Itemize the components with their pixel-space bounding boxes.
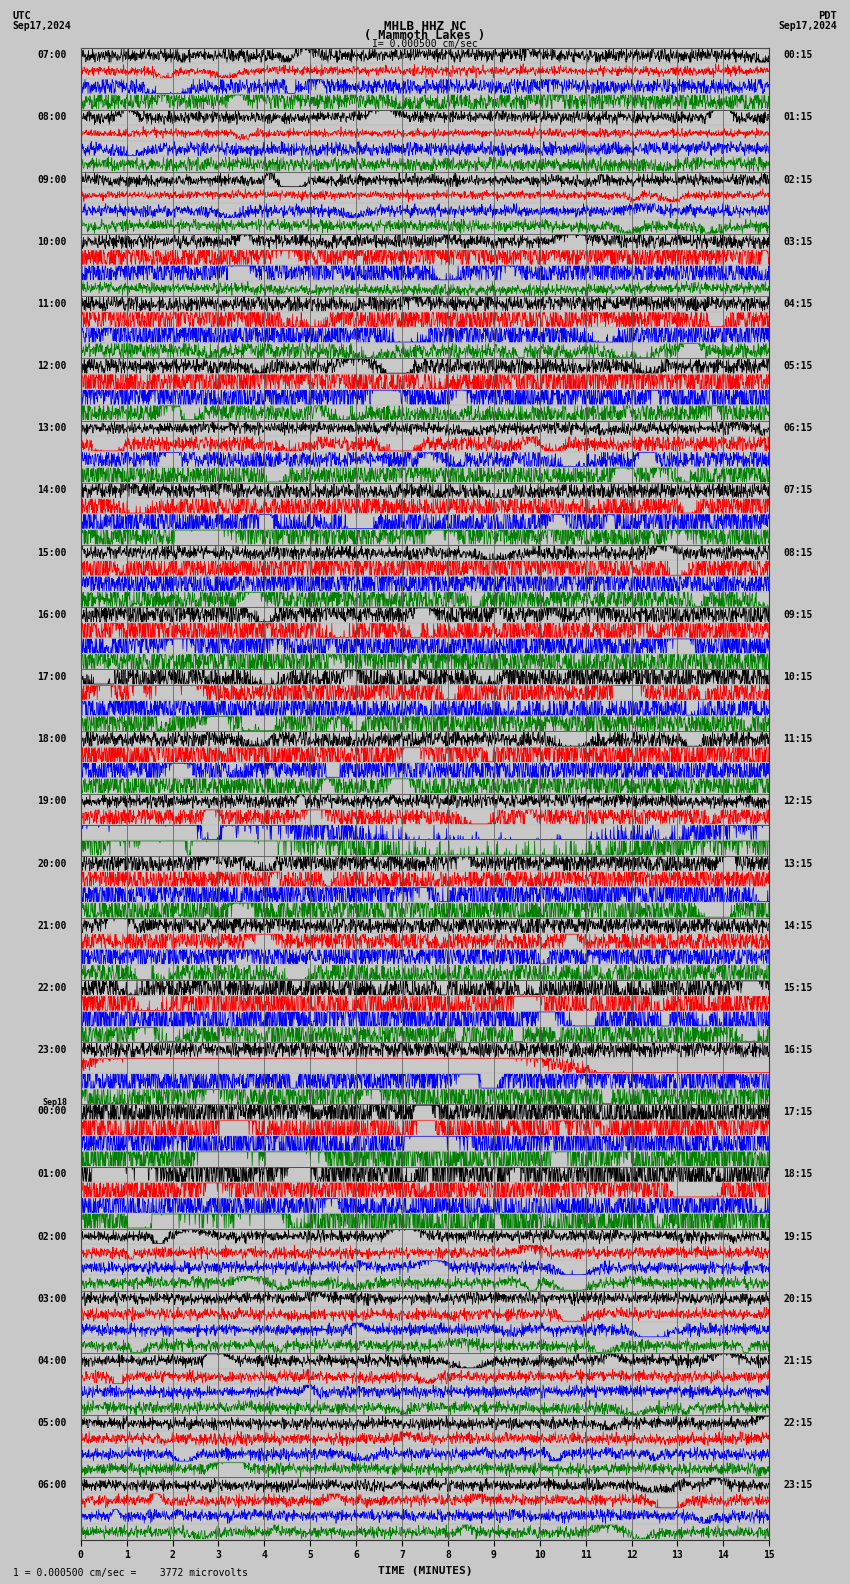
Text: 02:15: 02:15 — [783, 174, 813, 185]
Text: 13:00: 13:00 — [37, 423, 67, 434]
Text: 23:15: 23:15 — [783, 1479, 813, 1491]
Text: 00:15: 00:15 — [783, 51, 813, 60]
Text: 22:00: 22:00 — [37, 982, 67, 993]
Text: 01:15: 01:15 — [783, 112, 813, 122]
Text: 14:00: 14:00 — [37, 485, 67, 496]
Text: 21:15: 21:15 — [783, 1356, 813, 1365]
Text: 02:00: 02:00 — [37, 1231, 67, 1242]
Text: 11:15: 11:15 — [783, 733, 813, 744]
Text: 22:15: 22:15 — [783, 1418, 813, 1429]
Text: 16:00: 16:00 — [37, 610, 67, 619]
Text: 20:15: 20:15 — [783, 1294, 813, 1304]
Text: 15:00: 15:00 — [37, 548, 67, 558]
Text: 20:00: 20:00 — [37, 859, 67, 868]
Text: 07:15: 07:15 — [783, 485, 813, 496]
Text: 18:00: 18:00 — [37, 733, 67, 744]
Text: 03:15: 03:15 — [783, 236, 813, 247]
Text: 09:00: 09:00 — [37, 174, 67, 185]
Text: 06:00: 06:00 — [37, 1479, 67, 1491]
Text: 17:15: 17:15 — [783, 1107, 813, 1117]
Text: 04:15: 04:15 — [783, 299, 813, 309]
Text: Sep18: Sep18 — [42, 1098, 67, 1107]
Text: 19:00: 19:00 — [37, 797, 67, 806]
Text: 18:15: 18:15 — [783, 1169, 813, 1180]
Text: UTC: UTC — [13, 11, 31, 21]
Text: 17:00: 17:00 — [37, 672, 67, 683]
Text: 13:15: 13:15 — [783, 859, 813, 868]
Text: PDT: PDT — [819, 11, 837, 21]
Text: 07:00: 07:00 — [37, 51, 67, 60]
Text: 12:00: 12:00 — [37, 361, 67, 371]
Text: Sep17,2024: Sep17,2024 — [779, 21, 837, 30]
Text: 03:00: 03:00 — [37, 1294, 67, 1304]
Text: Sep17,2024: Sep17,2024 — [13, 21, 71, 30]
Text: 06:15: 06:15 — [783, 423, 813, 434]
X-axis label: TIME (MINUTES): TIME (MINUTES) — [377, 1565, 473, 1576]
Text: 05:00: 05:00 — [37, 1418, 67, 1429]
Text: 14:15: 14:15 — [783, 920, 813, 931]
Text: 04:00: 04:00 — [37, 1356, 67, 1365]
Text: 08:15: 08:15 — [783, 548, 813, 558]
Text: I= 0.000500 cm/sec: I= 0.000500 cm/sec — [372, 38, 478, 49]
Text: MHLB HHZ NC: MHLB HHZ NC — [383, 19, 467, 33]
Text: 1 = 0.000500 cm/sec =    3772 microvolts: 1 = 0.000500 cm/sec = 3772 microvolts — [13, 1568, 247, 1578]
Text: 19:15: 19:15 — [783, 1231, 813, 1242]
Text: 00:00: 00:00 — [37, 1106, 67, 1115]
Text: 05:15: 05:15 — [783, 361, 813, 371]
Text: 11:00: 11:00 — [37, 299, 67, 309]
Text: 10:15: 10:15 — [783, 672, 813, 683]
Text: 15:15: 15:15 — [783, 982, 813, 993]
Text: 21:00: 21:00 — [37, 920, 67, 931]
Text: ( Mammoth Lakes ): ( Mammoth Lakes ) — [365, 29, 485, 43]
Text: 23:00: 23:00 — [37, 1045, 67, 1055]
Text: 09:15: 09:15 — [783, 610, 813, 619]
Text: 08:00: 08:00 — [37, 112, 67, 122]
Text: 16:15: 16:15 — [783, 1045, 813, 1055]
Text: 10:00: 10:00 — [37, 236, 67, 247]
Text: 12:15: 12:15 — [783, 797, 813, 806]
Text: 01:00: 01:00 — [37, 1169, 67, 1180]
